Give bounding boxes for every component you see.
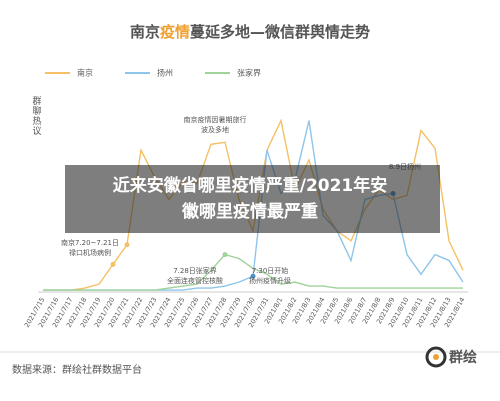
title-segment: 疫情 [160,23,190,41]
annotation: 7.28日张家界 [173,266,217,275]
logo-icon [425,346,447,368]
annotation: 7.30日开始 [252,266,289,275]
annotation: 扬州疫情升级 [249,276,291,285]
annotation: 波及多地 [201,125,229,134]
banner-text: 徽哪里疫情最严重 [181,201,318,222]
annotation: 禄口机场病例 [69,248,111,257]
y-axis-label: 群聊热议 [31,95,42,136]
series-line [43,253,463,291]
logo-dot [433,354,439,360]
legend-label: 扬州 [157,68,173,78]
banner-text: 近来安徽省哪里疫情严重/2021年安 [113,175,388,196]
highlight-point [222,252,228,258]
chart-title: 南京疫情蔓延多地—微信群舆情走势 [130,23,370,41]
logo-text: 群绘 [448,349,477,366]
annotation: 南京疫情因暑期旅行 [184,115,247,124]
title-segment: 南京 [130,23,160,41]
source: 数据来源：群绘社群数据平台 [12,363,142,376]
legend-label: 南京 [77,68,93,78]
annotation: 南京7.20~7.21日 [61,238,119,247]
legend-label: 张家界 [237,68,261,78]
annotation: 全面连夜管控核酸 [167,276,223,285]
highlight-point [110,261,116,267]
highlight-point [124,242,130,248]
title-segment: 蔓延多地—微信群舆情走势 [190,23,370,41]
highlight-point [250,273,256,279]
banner-bg [65,165,440,233]
